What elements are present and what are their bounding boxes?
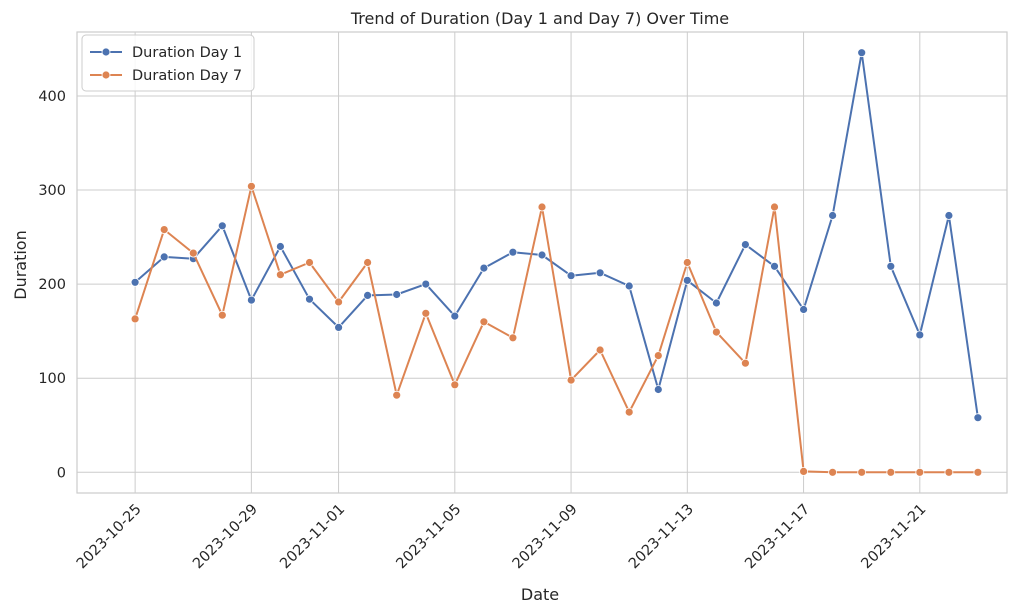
chart-title: Trend of Duration (Day 1 and Day 7) Over… — [350, 9, 729, 28]
x-tick-label: 2023-11-05 — [394, 501, 465, 572]
data-point — [624, 281, 634, 291]
data-point — [712, 298, 721, 308]
data-point — [741, 240, 750, 250]
x-tick-label: 2023-11-13 — [626, 501, 697, 572]
data-point — [944, 211, 954, 220]
series-2 — [130, 181, 983, 477]
data-point — [392, 290, 402, 299]
x-tick-label: 2023-11-09 — [510, 501, 581, 572]
data-point — [857, 467, 867, 477]
series-line — [134, 185, 978, 474]
data-point — [566, 375, 576, 385]
data-point — [799, 466, 808, 476]
series — [130, 48, 983, 477]
data-point — [246, 181, 256, 191]
y-tick-label: 0 — [57, 465, 66, 481]
y-tick-label: 400 — [38, 89, 66, 105]
data-point — [363, 258, 373, 267]
data-point — [217, 310, 227, 320]
data-point — [305, 294, 314, 304]
legend-label-day1: Duration Day 1 — [132, 45, 242, 61]
series-1 — [130, 48, 983, 423]
data-point — [188, 248, 198, 258]
data-point — [595, 345, 605, 355]
y-tick-label: 300 — [38, 183, 66, 199]
data-point — [275, 270, 285, 280]
data-point — [653, 385, 663, 394]
data-point — [770, 261, 779, 271]
legend-box — [81, 34, 255, 92]
data-point — [421, 308, 431, 318]
x-axis-label: Date — [521, 585, 559, 604]
data-point — [537, 250, 547, 260]
data-point — [770, 202, 779, 212]
data-point — [334, 322, 344, 332]
legend-label-day7: Duration Day 7 — [132, 68, 242, 84]
x-tick-label: 2023-10-25 — [74, 501, 145, 572]
data-point — [479, 263, 489, 273]
data-point — [305, 258, 314, 267]
data-point — [421, 279, 431, 289]
data-point — [334, 297, 344, 307]
data-point — [973, 467, 983, 477]
data-point — [973, 413, 983, 423]
data-point — [130, 277, 140, 287]
y-axis-label: Duration — [11, 230, 30, 300]
data-point — [741, 358, 750, 368]
data-point — [886, 261, 896, 271]
data-point — [653, 351, 663, 361]
data-point — [915, 467, 925, 477]
data-point — [828, 211, 837, 220]
data-point — [508, 247, 518, 257]
x-tick-label: 2023-11-21 — [859, 501, 930, 572]
data-point — [392, 390, 402, 400]
x-axis-ticks: 2023-10-25 2023-10-29 2023-11-01 2023-11-05… — [74, 501, 930, 572]
data-point — [915, 330, 925, 340]
data-point — [159, 225, 169, 235]
data-point — [217, 221, 227, 231]
x-tick-label: 2023-11-17 — [742, 501, 813, 572]
data-point — [624, 407, 634, 417]
data-point — [595, 268, 605, 278]
data-point — [275, 242, 285, 251]
data-point — [537, 202, 547, 212]
legend-marker-day7 — [101, 70, 111, 80]
data-point — [363, 290, 373, 300]
data-point — [828, 467, 837, 477]
data-point — [159, 252, 169, 262]
grid — [77, 32, 1007, 493]
data-point — [479, 317, 489, 327]
series-line — [134, 51, 979, 418]
legend: Duration Day 1 Duration Day 7 — [81, 34, 255, 92]
data-point — [682, 258, 692, 267]
data-point — [799, 305, 808, 314]
data-point — [712, 327, 721, 337]
data-point — [857, 48, 867, 58]
data-point — [508, 333, 518, 343]
data-point — [886, 467, 896, 477]
plot-area — [76, 31, 1008, 494]
y-tick-label: 200 — [38, 277, 66, 293]
y-axis-ticks: 0 100 200 300 400 — [38, 89, 66, 481]
data-point — [450, 311, 460, 321]
data-point — [246, 295, 256, 305]
data-point — [944, 467, 954, 477]
data-point — [130, 314, 140, 324]
data-point — [566, 271, 576, 281]
x-tick-label: 2023-11-01 — [277, 501, 348, 572]
y-tick-label: 100 — [38, 371, 66, 387]
data-point — [682, 275, 692, 285]
x-tick-label: 2023-10-29 — [190, 501, 261, 572]
data-point — [450, 380, 460, 390]
legend-marker-day1 — [101, 47, 111, 57]
